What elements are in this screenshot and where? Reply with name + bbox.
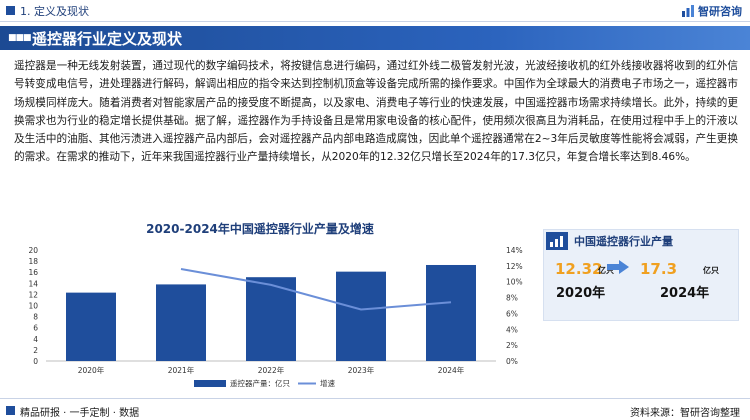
end-value: 17.3 xyxy=(640,260,678,278)
intro-paragraph: 遥控器是一种无线发射装置，通过现代的数字编码技术，将按键信息进行编码，通过红外线… xyxy=(14,60,738,164)
bar xyxy=(66,292,116,361)
bar xyxy=(336,271,386,361)
bar xyxy=(156,284,206,361)
right-tick-label: 8% xyxy=(506,294,518,303)
category-label: 2024年 xyxy=(438,365,465,375)
footer-left-text: 精品研报 · 一手定制 · 数据 xyxy=(20,408,140,419)
right-tick-label: 10% xyxy=(506,278,523,287)
end-unit: 亿只 xyxy=(703,266,719,275)
right-tick-label: 6% xyxy=(506,309,518,318)
arrow-right-icon xyxy=(607,260,629,274)
logo-text: 智研咨询 xyxy=(698,5,742,18)
bar-chart-icon xyxy=(546,232,568,250)
left-tick-label: 4 xyxy=(33,335,38,344)
left-tick-label: 6 xyxy=(33,324,38,333)
bar xyxy=(246,277,296,361)
left-tick-label: 12 xyxy=(28,290,38,299)
category-label: 2022年 xyxy=(258,365,285,375)
bar xyxy=(426,264,476,361)
chart-title: 2020-2024年中国遥控器行业产量及增速 xyxy=(146,222,374,236)
start-value: 12.32 xyxy=(555,260,603,278)
category-label: 2023年 xyxy=(348,365,375,375)
left-tick-label: 16 xyxy=(28,268,38,277)
legend-bar-swatch xyxy=(194,380,226,387)
left-tick-label: 18 xyxy=(28,257,38,266)
section-banner: ■■■ 遥控器行业定义及现状 xyxy=(0,26,750,50)
left-tick-label: 0 xyxy=(33,357,38,366)
start-year: 2020年 xyxy=(556,286,606,301)
category-label: 2021年 xyxy=(168,365,195,375)
end-year: 2024年 xyxy=(660,286,710,301)
category-label: 2020年 xyxy=(78,365,105,375)
brand-logo: 智研咨询 xyxy=(681,3,742,19)
production-chart: 0 2 4 6 8 10 12 14 16 18 20 0% 2% 4% 6% 8% 10% 12% 14% 2020… xyxy=(28,246,523,388)
page-footer: 精品研报 · 一手定制 · 数据 资料来源：智研咨询整理 xyxy=(0,398,750,420)
left-tick-label: 8 xyxy=(33,313,38,322)
legend-bar-label: 遥控器产量：亿只 xyxy=(230,378,290,388)
right-tick-label: 0% xyxy=(506,357,518,366)
panel-title: 中国遥控器行业产量 xyxy=(574,235,673,248)
legend-line-label: 增速 xyxy=(320,378,335,388)
footer-square-icon xyxy=(6,406,15,415)
banner-dots-icon: ■■■ xyxy=(8,33,31,43)
footer-source: 资料来源：智研咨询整理 xyxy=(630,408,740,419)
summary-panel: 中国遥控器行业产量 xyxy=(543,229,739,321)
logo-icon xyxy=(682,5,694,17)
left-tick-label: 20 xyxy=(28,246,38,255)
panel-header: 中国遥控器行业产量 xyxy=(544,230,740,252)
right-tick-label: 12% xyxy=(506,262,523,271)
left-tick-label: 10 xyxy=(28,302,38,311)
right-tick-label: 4% xyxy=(506,325,518,334)
header-square-icon xyxy=(6,6,15,15)
breadcrumb: 1. 定义及现状 xyxy=(20,5,89,18)
right-tick-label: 14% xyxy=(506,246,523,255)
growth-line xyxy=(180,268,452,311)
right-tick-label: 2% xyxy=(506,341,518,350)
start-unit: 亿只 xyxy=(598,266,614,275)
left-tick-label: 2 xyxy=(33,346,38,355)
top-header: 1. 定义及现状 智研咨询 xyxy=(0,0,750,22)
left-tick-label: 14 xyxy=(28,279,38,288)
section-title: 遥控器行业定义及现状 xyxy=(32,30,183,48)
